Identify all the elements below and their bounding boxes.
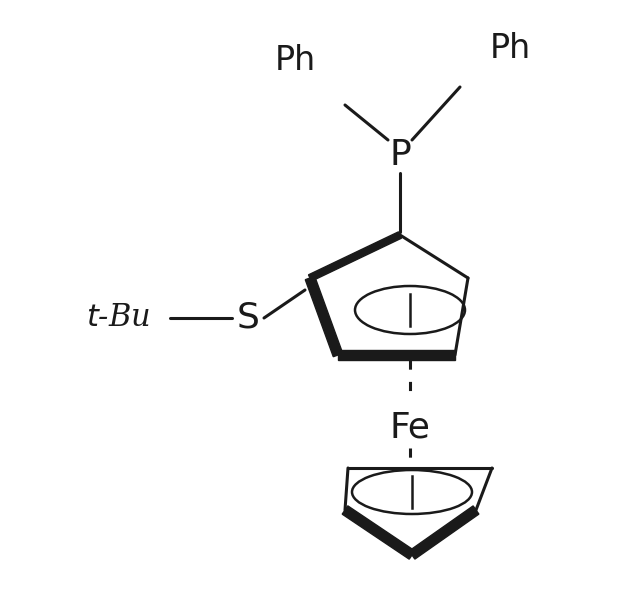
Text: Ph: Ph [275, 44, 316, 76]
Text: Ph: Ph [490, 32, 531, 64]
Polygon shape [338, 350, 455, 360]
Text: P: P [389, 138, 411, 172]
Polygon shape [308, 232, 401, 281]
Polygon shape [409, 506, 479, 559]
Polygon shape [305, 276, 342, 357]
Text: Fe: Fe [390, 411, 431, 445]
Polygon shape [342, 506, 415, 559]
Text: $t$-Bu: $t$-Bu [86, 303, 150, 334]
Text: S: S [237, 301, 259, 335]
